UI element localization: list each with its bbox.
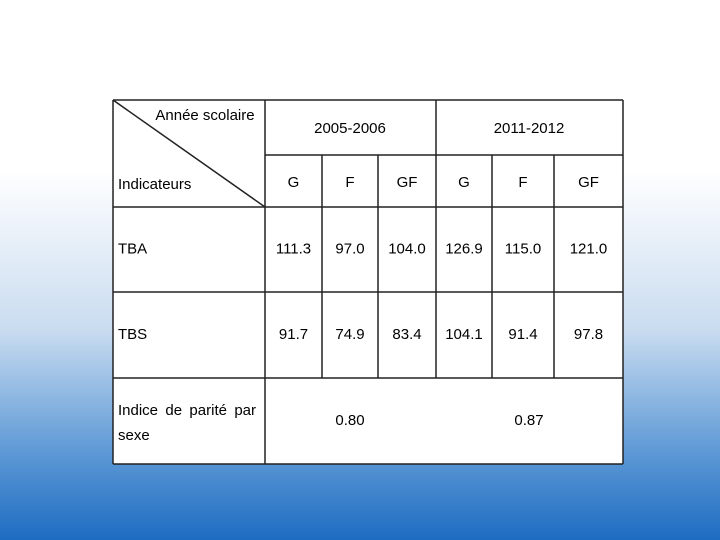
corner-top: Année scolaire [155, 107, 254, 124]
cell: 91.7 [279, 326, 308, 343]
cell: 0.80 [335, 412, 364, 429]
row-label: Indice de parité par sexe [118, 402, 256, 444]
cell: 115.0 [505, 240, 541, 257]
cell: 104.0 [388, 240, 426, 257]
sub-header: G [288, 174, 300, 191]
cell: 97.8 [574, 326, 603, 343]
row-label: TBS [118, 326, 147, 343]
border [112, 99, 266, 208]
cell: 126.9 [445, 240, 483, 257]
year-header: 2011-2012 [494, 120, 565, 137]
sub-header: F [518, 174, 527, 191]
cell: 111.3 [276, 240, 311, 257]
corner-bottom: Indicateurs [118, 176, 191, 193]
cell: 91.4 [508, 326, 537, 343]
year-header: 2005-2006 [314, 120, 386, 137]
cell: 104.1 [445, 326, 483, 343]
cell: 74.9 [335, 326, 364, 343]
cell: 121.0 [570, 240, 608, 257]
cell: 0.87 [514, 412, 543, 429]
sub-header: GF [578, 174, 599, 191]
cell: 83.4 [392, 326, 421, 343]
sub-header: F [345, 174, 354, 191]
row-label: TBA [118, 240, 147, 257]
cell: 97.0 [335, 240, 364, 257]
sub-header: GF [397, 174, 418, 191]
sub-header: G [458, 174, 470, 191]
